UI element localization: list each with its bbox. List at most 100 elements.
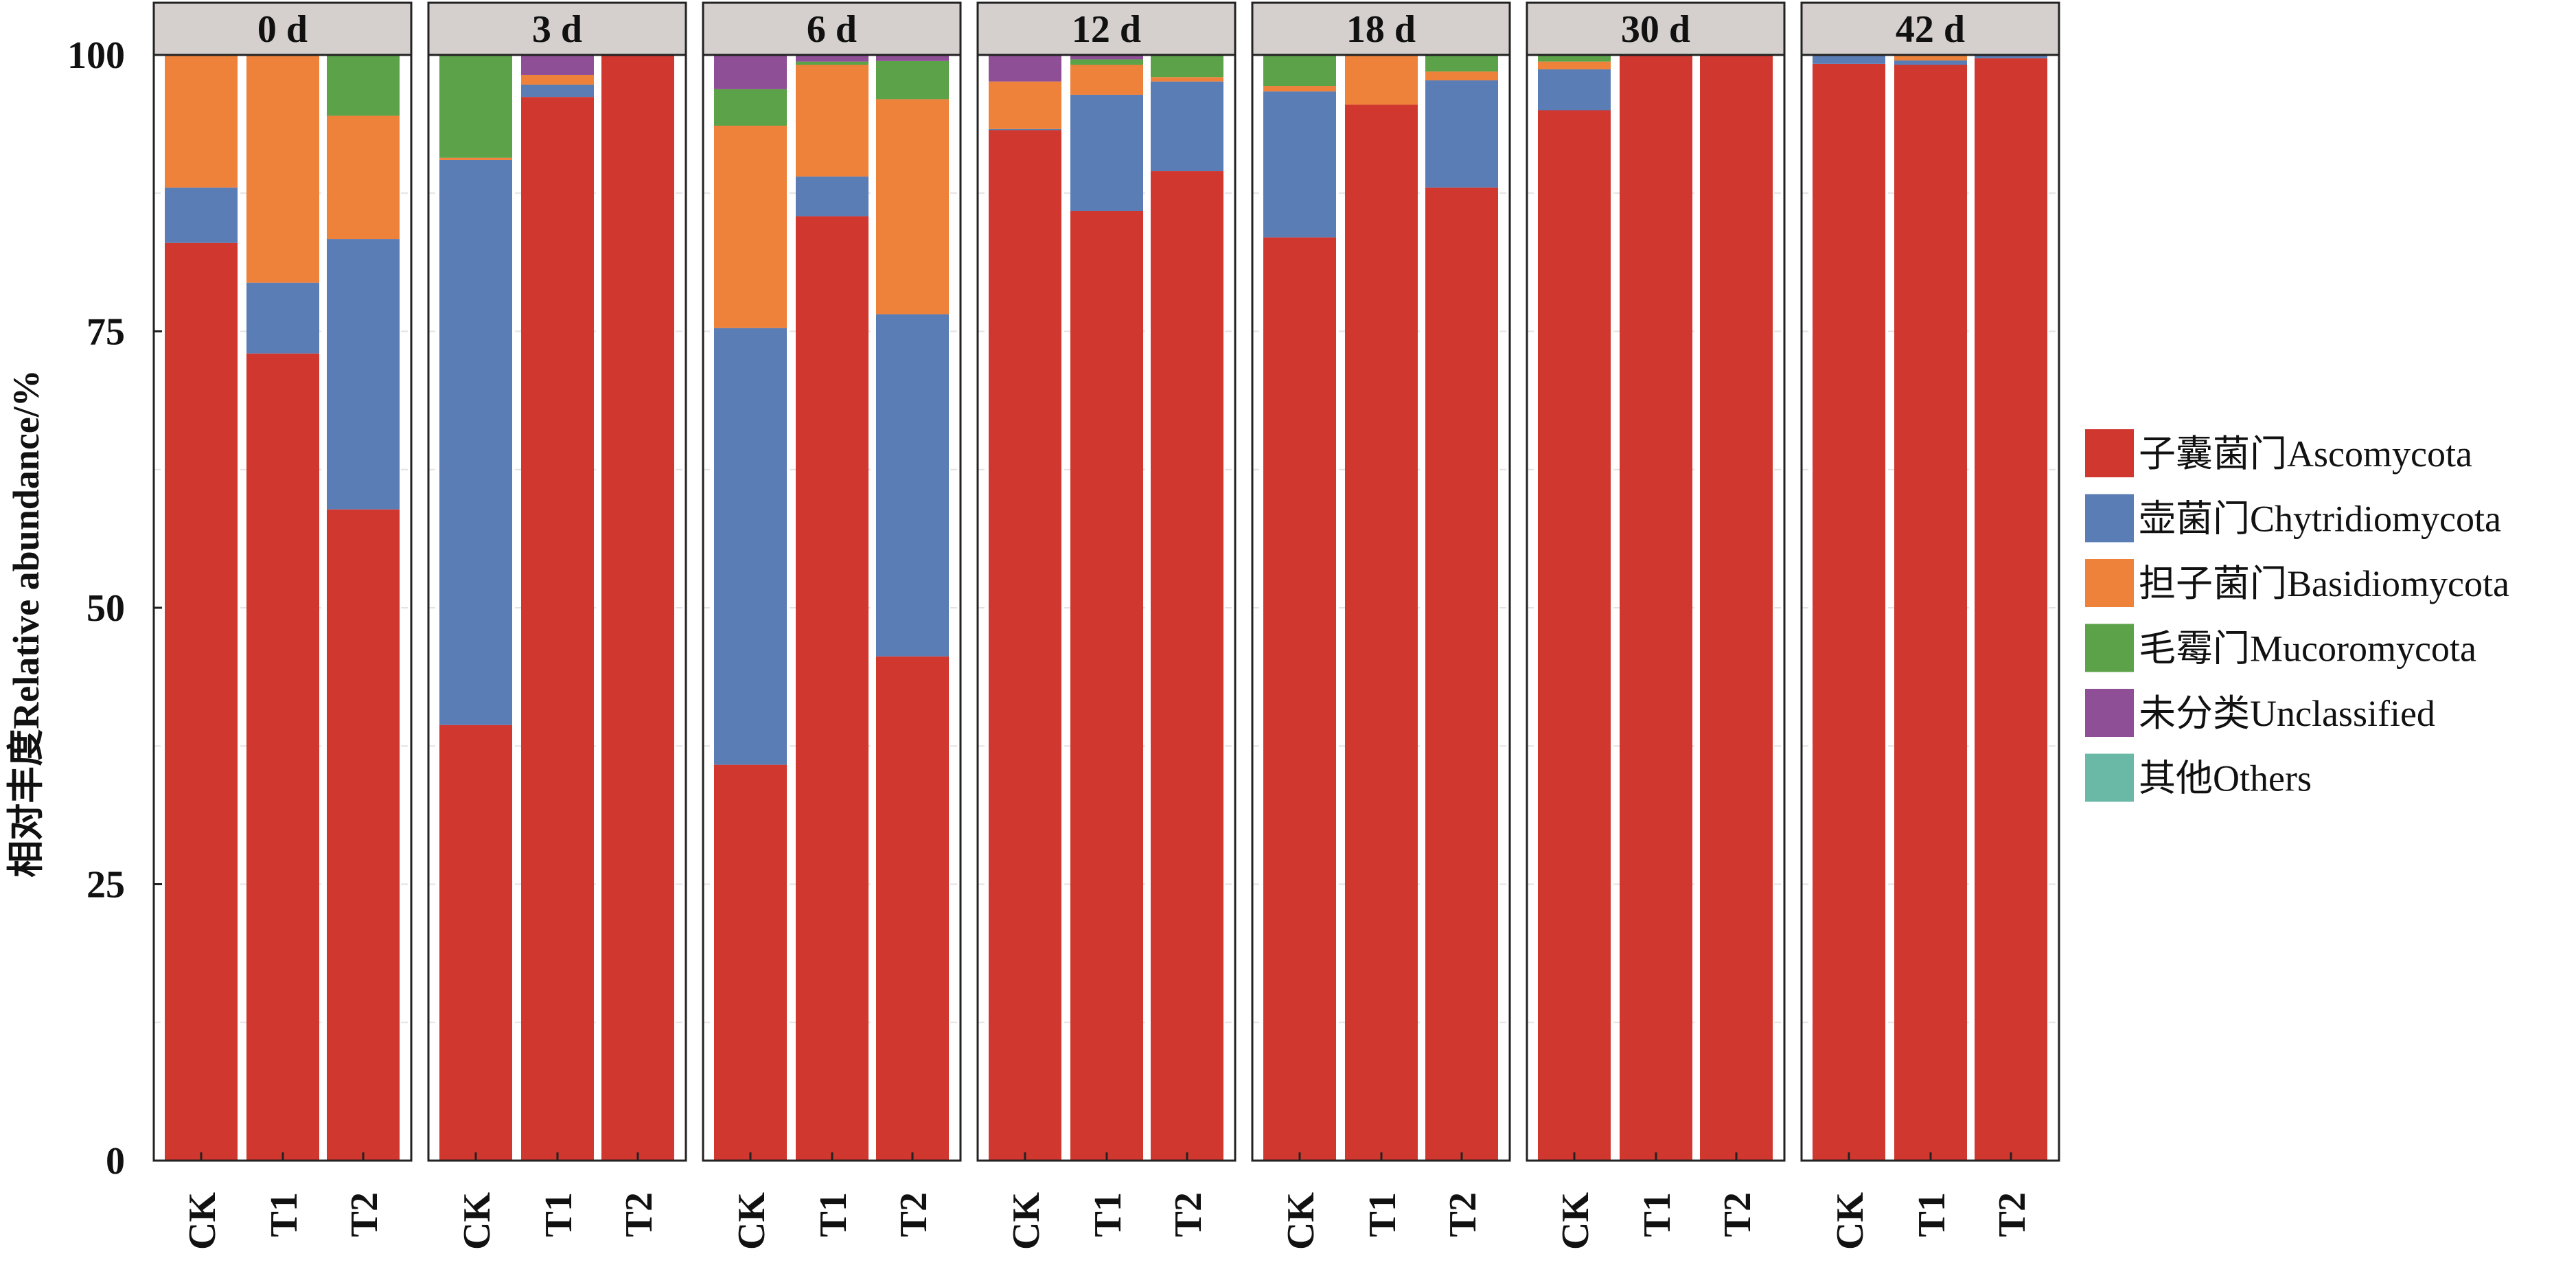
bar-segment xyxy=(1151,81,1223,172)
x-tick-label: T2 xyxy=(1442,1192,1484,1237)
bar-segment xyxy=(1894,60,1967,65)
bar-segment xyxy=(1813,63,1885,1161)
x-tick-label: T1 xyxy=(1361,1192,1404,1237)
bar-segment xyxy=(1620,55,1692,1161)
bar-segment xyxy=(714,55,787,89)
bar-segment xyxy=(521,55,594,75)
bar-segment xyxy=(439,725,512,1161)
x-axis: CK T1 T2 CK T1 T2 CK T1 T2 CK T1 T2 CK T1 T2 CK T1 T2 CK T1… xyxy=(181,1152,2034,1250)
x-tick-label: T2 xyxy=(1167,1192,1210,1237)
facet-strip xyxy=(1251,1,1511,56)
x-tick-label: CK xyxy=(1829,1192,1872,1250)
bar-segment xyxy=(1538,61,1611,69)
bar-segment xyxy=(439,55,512,158)
legend-label: 壶菌门Chytridiomycota xyxy=(2139,499,2501,540)
bar-segment xyxy=(1425,80,1498,188)
bar-segment xyxy=(796,55,869,62)
bar-segment xyxy=(1425,71,1498,81)
facet-strip-label: 3 d xyxy=(532,8,582,51)
bar-segment xyxy=(1151,171,1223,1161)
bar-segment xyxy=(876,60,949,100)
bar-segment xyxy=(521,74,594,85)
bar-segment xyxy=(439,159,512,725)
x-tick-label: T1 xyxy=(263,1192,306,1237)
x-tick-label: CK xyxy=(731,1192,773,1250)
y-tick-label: 0 xyxy=(106,1140,125,1183)
x-tick-label: T2 xyxy=(618,1192,660,1237)
facet-strip xyxy=(427,1,687,56)
bar-segment xyxy=(1263,55,1336,87)
legend-item: 其他Others xyxy=(2085,753,2312,802)
facet-strip-label: 30 d xyxy=(1621,8,1690,51)
bar-segment xyxy=(876,99,949,315)
legend-label: 毛霉门Mucoromycota xyxy=(2139,628,2476,670)
bar-segment xyxy=(1813,55,1885,64)
legend-swatch xyxy=(2085,494,2134,543)
bar-segment xyxy=(1070,65,1143,95)
bar-segment xyxy=(1975,58,2047,1161)
bar-segment xyxy=(796,176,869,217)
bar-segment xyxy=(439,157,512,160)
bar-segment xyxy=(1263,237,1336,1161)
x-tick-label: CK xyxy=(1554,1192,1597,1250)
bar-segment xyxy=(989,55,1061,82)
bars xyxy=(165,55,2047,1161)
bar-segment xyxy=(1425,55,1498,72)
bar-segment xyxy=(246,282,319,354)
bar-segment xyxy=(1538,55,1611,62)
bar-segment xyxy=(796,65,869,177)
bar-segment xyxy=(1070,55,1143,60)
facet-strip-label: 6 d xyxy=(807,8,857,51)
bar-segment xyxy=(1894,55,1967,61)
legend: 子囊菌门Ascomycota 壶菌门Chytridiomycota 担子菌门Basi… xyxy=(2085,429,2509,802)
bar-segment xyxy=(1070,211,1143,1161)
y-tick-label: 100 xyxy=(67,34,125,77)
legend-swatch xyxy=(2085,753,2134,802)
legend-label: 子囊菌门Ascomycota xyxy=(2139,433,2472,475)
x-tick-label: T1 xyxy=(812,1192,855,1237)
legend-label: 担子菌门Basidiomycota xyxy=(2139,563,2509,604)
bar-segment xyxy=(1425,187,1498,1161)
x-tick-label: T2 xyxy=(893,1192,935,1237)
x-tick-label: CK xyxy=(1280,1192,1322,1250)
legend-swatch xyxy=(2085,624,2134,672)
y-tick-label: 25 xyxy=(87,864,125,907)
x-tick-label: T1 xyxy=(538,1192,580,1237)
y-tick-label: 75 xyxy=(87,311,125,354)
facet-strip xyxy=(1800,1,2060,56)
y-tick-label: 50 xyxy=(87,587,125,630)
facet-strip xyxy=(976,1,1237,56)
legend-item: 担子菌门Basidiomycota xyxy=(2085,559,2509,607)
bar-segment xyxy=(1700,55,1773,1161)
legend-swatch xyxy=(2085,559,2134,607)
bar-segment xyxy=(521,84,594,98)
bar-segment xyxy=(1263,91,1336,238)
y-axis: 相对丰度Relative abundance/% 0 25 50 75 100 xyxy=(5,34,162,1183)
bar-segment xyxy=(989,81,1061,129)
x-tick-label: CK xyxy=(181,1192,224,1250)
bar-segment xyxy=(165,187,238,243)
bar-segment xyxy=(165,55,238,188)
bar-segment xyxy=(1070,94,1143,212)
bar-segment xyxy=(327,509,400,1161)
bar-segment xyxy=(989,130,1061,1161)
bar-segment xyxy=(876,55,949,61)
facet-strip-label: 42 d xyxy=(1896,8,1965,51)
legend-swatch xyxy=(2085,689,2134,737)
x-tick-label: T2 xyxy=(1991,1192,2034,1237)
bar-segment xyxy=(165,242,238,1161)
bar-segment xyxy=(714,126,787,328)
bar-segment xyxy=(876,656,949,1161)
bar-segment xyxy=(1151,77,1223,82)
bar-segment xyxy=(521,97,594,1161)
bar-segment xyxy=(1894,65,1967,1161)
facet-strip xyxy=(152,1,413,56)
bar-segment xyxy=(327,115,400,240)
bar-segment xyxy=(1345,55,1418,105)
x-tick-label: T2 xyxy=(343,1192,386,1237)
x-tick-label: T1 xyxy=(1087,1192,1129,1237)
bar-segment xyxy=(601,55,674,1161)
bar-segment xyxy=(1151,55,1223,78)
bar-segment xyxy=(1263,86,1336,92)
